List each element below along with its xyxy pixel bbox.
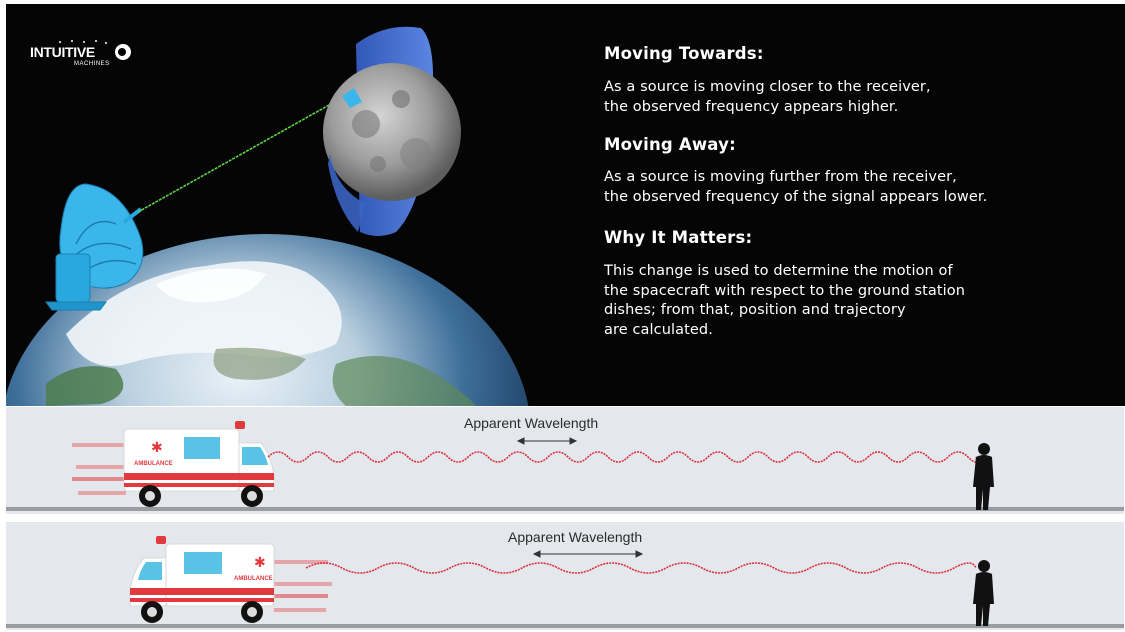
wavelength-arrow	[532, 550, 644, 558]
logo-head-icon	[59, 40, 131, 60]
svg-text:✱: ✱	[151, 440, 163, 456]
wavelength-arrow	[516, 437, 578, 445]
text-line: the spacecraft with respect to the groun…	[604, 282, 966, 299]
ground-line	[6, 507, 1124, 511]
ground-line	[6, 624, 1124, 628]
moon	[323, 63, 461, 201]
speed-lines	[72, 443, 126, 495]
heading-moving-towards: Moving Towards:	[604, 44, 764, 63]
intuitive-machines-logo: INTUITIVE MACHINES	[30, 40, 140, 72]
ambulance-label: AMBULANCE	[234, 576, 273, 582]
spacecraft-icon	[342, 88, 362, 108]
text-moving-away: As a source is moving further from the r…	[604, 168, 987, 207]
person-silhouette-icon	[973, 443, 994, 510]
space-scene: INTUITIVE MACHINES Moving Towards: As a …	[6, 4, 1125, 406]
earth-globe	[6, 234, 529, 406]
signal-beam	[137, 99, 339, 213]
text-line: This change is used to determine the mot…	[604, 263, 953, 279]
ambulance-label: AMBULANCE	[134, 461, 173, 467]
speed-lines	[274, 560, 332, 612]
panel-receding: ✱ AMBULANCE Apparent Wavelength	[6, 522, 1124, 630]
text-line: the observed frequency appears higher.	[604, 98, 899, 115]
panel-receding-illustration: ✱ AMBULANCE	[6, 536, 1124, 628]
sound-wave-stretched	[305, 562, 977, 574]
space-illustration	[6, 26, 529, 406]
ambulance-icon: ✱ AMBULANCE	[123, 421, 275, 507]
person-silhouette-icon	[973, 560, 994, 626]
logo-wordmark: INTUITIVE	[30, 44, 95, 60]
moon-with-orbit	[323, 26, 461, 236]
heading-why-it-matters: Why It Matters:	[604, 228, 753, 247]
panel-approaching-illustration: ✱ AMBULANCE	[6, 421, 1124, 511]
logo-subtext: MACHINES	[74, 61, 110, 67]
text-moving-towards: As a source is moving closer to the rece…	[604, 78, 931, 117]
text-line: dishes; from that, position and trajecto…	[604, 302, 906, 318]
wavelength-label: Apparent Wavelength	[464, 415, 599, 431]
text-line: are calculated.	[604, 321, 713, 338]
svg-text:✱: ✱	[254, 555, 266, 571]
panel-approaching: ✱ AMBULANCE Apparent Wavelength	[6, 407, 1124, 514]
text-why-it-matters: This change is used to determine the mot…	[604, 262, 965, 340]
ambulance-icon: ✱ AMBULANCE	[129, 536, 275, 623]
text-line: As a source is moving further from the r…	[604, 169, 957, 185]
text-line: As a source is moving closer to the rece…	[604, 79, 931, 95]
wavelength-label: Apparent Wavelength	[508, 529, 643, 545]
heading-moving-away: Moving Away:	[604, 135, 736, 154]
sound-wave-compressed	[267, 451, 978, 463]
text-line: the observed frequency of the signal app…	[604, 188, 988, 205]
